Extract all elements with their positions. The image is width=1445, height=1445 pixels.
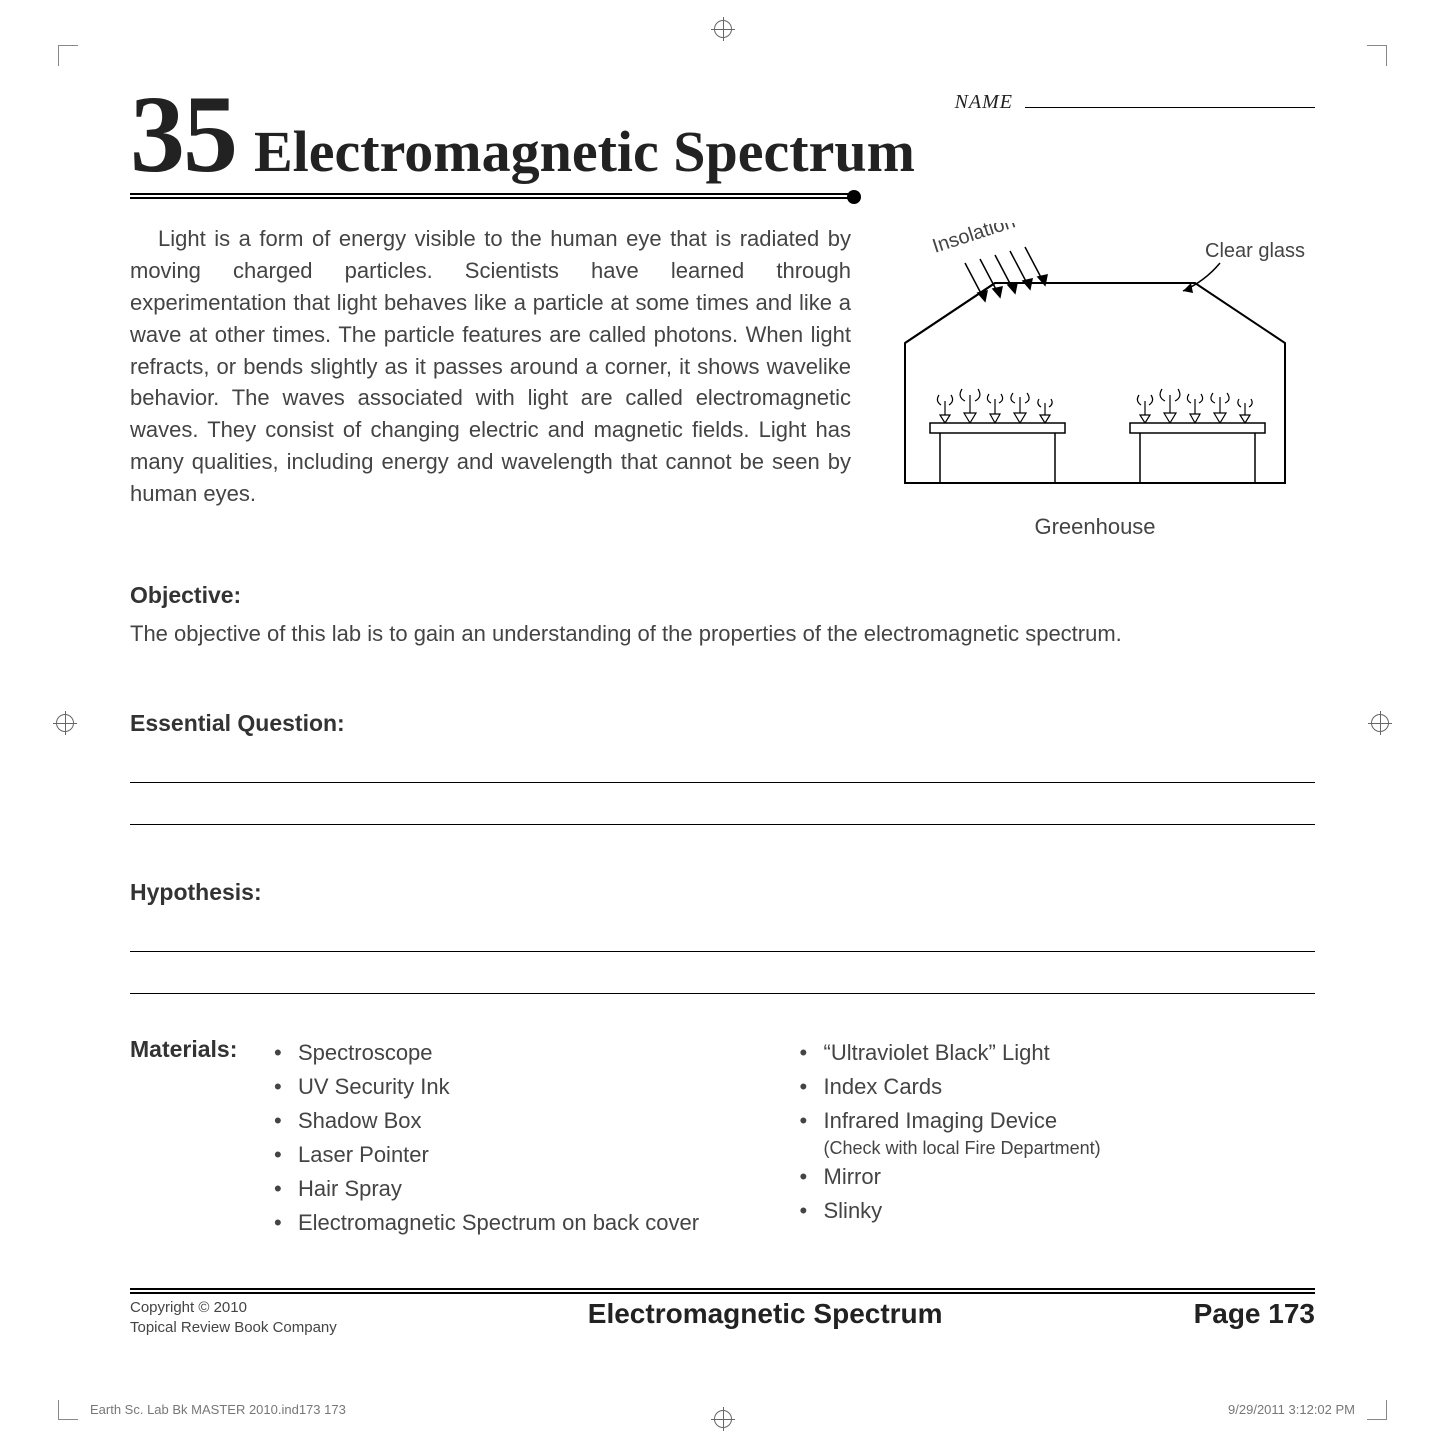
greenhouse-svg: Clear glass Insolation <box>875 223 1315 503</box>
table-left <box>930 423 1065 483</box>
clear-glass-label: Clear glass <box>1205 240 1305 262</box>
footer-title: Electromagnetic Spectrum <box>588 1298 943 1330</box>
plants-right <box>1137 389 1252 423</box>
slug-left: Earth Sc. Lab Bk MASTER 2010.ind173 173 <box>90 1402 346 1417</box>
crop-mark <box>1367 45 1387 46</box>
materials-column-2: •“Ultraviolet Black” Light•Index Cards•I… <box>800 1036 1316 1241</box>
material-item: •“Ultraviolet Black” Light <box>800 1036 1316 1070</box>
crop-mark <box>1367 1419 1387 1420</box>
plants-left <box>937 389 1052 423</box>
material-item: •Infrared Imaging Device <box>800 1104 1316 1138</box>
material-item: •Index Cards <box>800 1070 1316 1104</box>
name-field: NAME <box>955 91 1315 114</box>
objective-text: The objective of this lab is to gain an … <box>130 619 1315 650</box>
insolation-label: Insolation <box>930 223 1018 258</box>
figure-caption: Greenhouse <box>875 514 1315 540</box>
material-item: •Shadow Box <box>274 1104 790 1138</box>
title-rule <box>130 193 853 199</box>
name-label-text: NAME <box>955 91 1013 113</box>
intro-row: Light is a form of energy visible to the… <box>130 223 1315 540</box>
registration-mark <box>56 714 74 732</box>
objective-heading: Objective: <box>130 582 1315 609</box>
page-number: Page 173 <box>1194 1298 1315 1330</box>
material-item: •UV Security Ink <box>274 1070 790 1104</box>
blank-line[interactable] <box>130 747 1315 783</box>
footer-row: Copyright © 2010 Topical Review Book Com… <box>130 1298 1315 1337</box>
material-item-sub: (Check with local Fire Department) <box>824 1138 1316 1160</box>
intro-paragraph: Light is a form of energy visible to the… <box>130 223 851 540</box>
worksheet-page: NAME 35 Electromagnetic Spectrum Light i… <box>130 55 1315 1390</box>
slug-right: 9/29/2011 3:12:02 PM <box>1228 1402 1355 1417</box>
registration-mark <box>714 20 732 38</box>
material-item: •Electromagnetic Spectrum on back cover <box>274 1206 790 1240</box>
blank-line[interactable] <box>130 916 1315 952</box>
materials-heading: Materials: <box>130 1036 248 1241</box>
chapter-number: 35 <box>130 85 236 184</box>
material-item: •Mirror <box>800 1160 1316 1194</box>
name-blank-line[interactable] <box>1025 107 1315 108</box>
hypothesis-heading: Hypothesis: <box>130 879 1315 906</box>
objective-section: Objective: The objective of this lab is … <box>130 582 1315 650</box>
blank-line[interactable] <box>130 958 1315 994</box>
copyright: Copyright © 2010 Topical Review Book Com… <box>130 1298 337 1337</box>
essential-question-heading: Essential Question: <box>130 710 1315 737</box>
blank-line[interactable] <box>130 789 1315 825</box>
registration-mark <box>1371 714 1389 732</box>
hypothesis-section: Hypothesis: <box>130 879 1315 994</box>
material-item: •Slinky <box>800 1194 1316 1228</box>
materials-column-1: •Spectroscope•UV Security Ink•Shadow Box… <box>274 1036 790 1241</box>
slug-row: Earth Sc. Lab Bk MASTER 2010.ind173 173 … <box>90 1402 1355 1417</box>
copyright-line2: Topical Review Book Company <box>130 1318 337 1338</box>
greenhouse-figure: Clear glass Insolation <box>875 223 1315 540</box>
footer-rule <box>130 1288 1315 1294</box>
insolation-arrows <box>965 247 1047 301</box>
material-item: •Hair Spray <box>274 1172 790 1206</box>
essential-question-section: Essential Question: <box>130 710 1315 825</box>
table-right <box>1130 423 1265 483</box>
chapter-title: Electromagnetic Spectrum <box>254 118 915 185</box>
materials-section: Materials: •Spectroscope•UV Security Ink… <box>130 1036 1315 1241</box>
intro-text: Light is a form of energy visible to the… <box>130 223 851 510</box>
crop-mark <box>58 1419 78 1420</box>
material-item: •Spectroscope <box>274 1036 790 1070</box>
crop-mark <box>58 45 78 46</box>
copyright-line1: Copyright © 2010 <box>130 1298 337 1318</box>
material-item: •Laser Pointer <box>274 1138 790 1172</box>
